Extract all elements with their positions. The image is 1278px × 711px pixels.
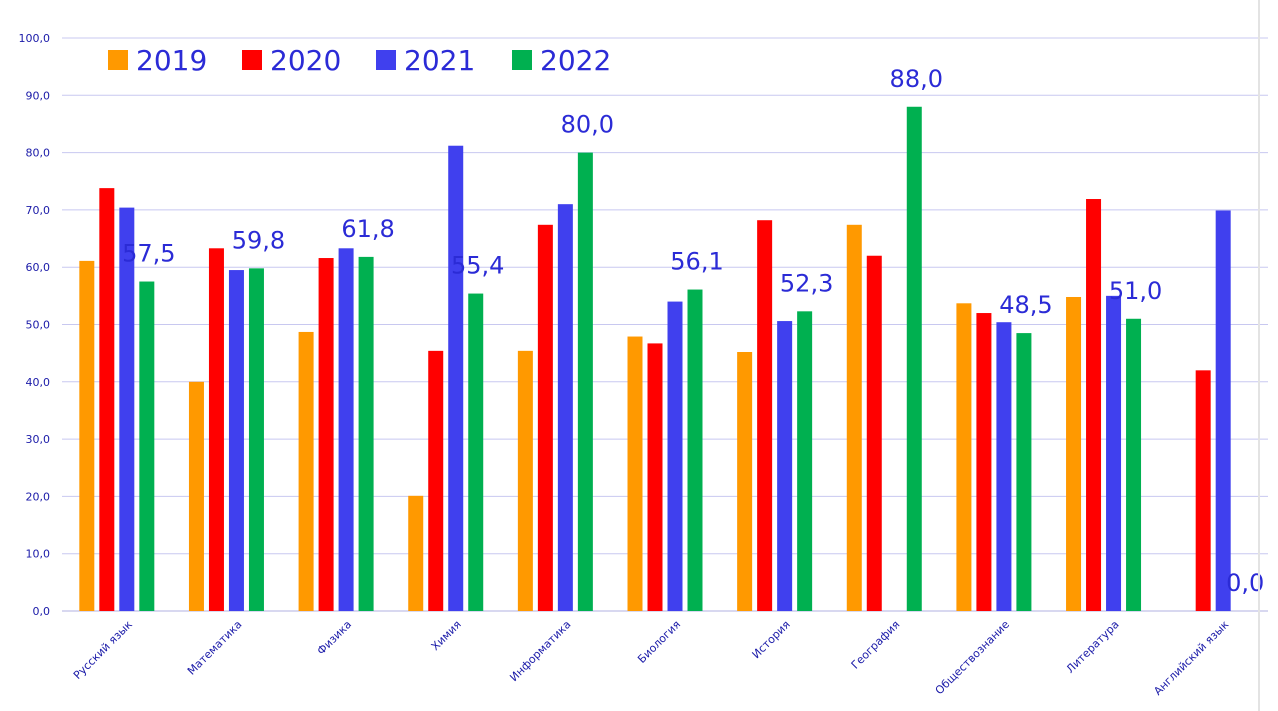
bar-2021 — [1106, 295, 1122, 611]
y-tick-label: 60,0 — [26, 261, 51, 274]
bar-2020 — [537, 224, 553, 611]
bar-2019 — [956, 303, 972, 611]
x-category-label: Математика — [185, 618, 245, 678]
bar-2020 — [318, 258, 334, 611]
legend-swatch — [108, 50, 128, 70]
y-axis-tick-labels: 0,0 10,0 20,0 30,0 40,0 50,0 60,0 70,0 80,0 90,0 1… — [19, 32, 51, 618]
data-label: 88,0 — [890, 65, 943, 93]
bar-2022 — [906, 106, 922, 611]
legend: 2019 2020 2021 2022 — [108, 44, 611, 77]
bar-2019 — [408, 495, 424, 611]
y-tick-label: 70,0 — [26, 204, 51, 217]
y-tick-label: 10,0 — [26, 548, 51, 561]
bar-2021 — [338, 248, 354, 611]
bar-2021 — [996, 322, 1012, 611]
bar-2020 — [647, 343, 663, 611]
bar-2022 — [687, 289, 703, 611]
data-label: 61,8 — [341, 215, 394, 243]
data-labels: 57,5 59,8 61,8 55,4 80,0 56,1 52,3 88,0 48,5 51,0… — [122, 65, 1264, 597]
x-category-label: Литература — [1064, 618, 1122, 676]
bars — [79, 106, 1231, 612]
bar-2021 — [228, 270, 244, 611]
bar-2021 — [667, 301, 683, 611]
x-category-label: Физика — [315, 618, 355, 658]
legend-swatch — [376, 50, 396, 70]
bar-2020 — [757, 220, 773, 612]
bar-2019 — [517, 350, 533, 611]
bar-2021 — [119, 207, 135, 611]
bar-2022 — [468, 293, 484, 611]
legend-swatch — [242, 50, 262, 70]
y-tick-label: 20,0 — [26, 490, 51, 503]
x-category-label: Информатика — [507, 618, 573, 684]
bar-2022 — [358, 256, 374, 611]
bar-2020 — [428, 350, 444, 611]
bar-2020 — [866, 255, 882, 612]
x-axis-category-labels: Русский язык Математика Физика Химия Информа… — [71, 618, 1232, 698]
legend-label: 2019 — [136, 44, 207, 77]
bar-2022 — [577, 152, 593, 611]
data-label: 51,0 — [1109, 277, 1162, 305]
y-tick-label: 30,0 — [26, 433, 51, 446]
bar-2019 — [188, 381, 204, 611]
bar-2022 — [248, 268, 264, 611]
y-tick-label: 80,0 — [26, 147, 51, 160]
data-label: 48,5 — [999, 291, 1052, 319]
x-category-label: Английский язык — [1151, 618, 1231, 698]
y-tick-label: 100,0 — [19, 32, 51, 45]
data-label: 55,4 — [451, 252, 504, 280]
bar-2019 — [846, 224, 862, 611]
x-category-label: Русский язык — [71, 618, 135, 682]
y-tick-label: 90,0 — [26, 89, 51, 102]
window-edge — [1258, 0, 1260, 711]
bar-2019 — [298, 331, 314, 611]
data-label: 59,8 — [232, 226, 285, 254]
y-tick-label: 40,0 — [26, 376, 51, 389]
legend-label: 2021 — [404, 44, 475, 77]
bar-2022 — [1016, 333, 1032, 611]
legend-label: 2020 — [270, 44, 341, 77]
legend-label: 2022 — [540, 44, 611, 77]
bar-2021 — [1215, 210, 1231, 611]
bar-2021 — [557, 204, 573, 612]
x-category-label: География — [849, 618, 903, 672]
bar-2019 — [1066, 296, 1082, 611]
bar-2021 — [777, 321, 793, 611]
bar-2020 — [208, 248, 224, 611]
data-label: 52,3 — [780, 269, 833, 297]
x-category-label: Биология — [635, 618, 683, 666]
legend-swatch — [512, 50, 532, 70]
data-label: 80,0 — [561, 111, 614, 139]
y-tick-label: 50,0 — [26, 319, 51, 332]
x-category-label: Обществознание — [933, 618, 1012, 697]
bar-2020 — [1086, 199, 1102, 611]
bar-2022 — [1126, 318, 1142, 611]
bar-2022 — [797, 311, 813, 611]
bar-2022 — [139, 281, 155, 611]
bar-2020 — [976, 313, 992, 611]
bar-2020 — [99, 188, 115, 611]
x-category-label: История — [750, 618, 793, 661]
x-category-label: Химия — [429, 618, 464, 653]
data-label: 56,1 — [670, 248, 723, 276]
bar-2019 — [79, 260, 95, 611]
bar-2019 — [737, 352, 753, 611]
bar-2020 — [1195, 370, 1211, 611]
bar-2019 — [627, 336, 643, 611]
y-tick-label: 0,0 — [33, 605, 51, 618]
bar-2021 — [448, 145, 464, 611]
data-label: 57,5 — [122, 240, 175, 268]
data-label: 0,0 — [1226, 569, 1264, 597]
